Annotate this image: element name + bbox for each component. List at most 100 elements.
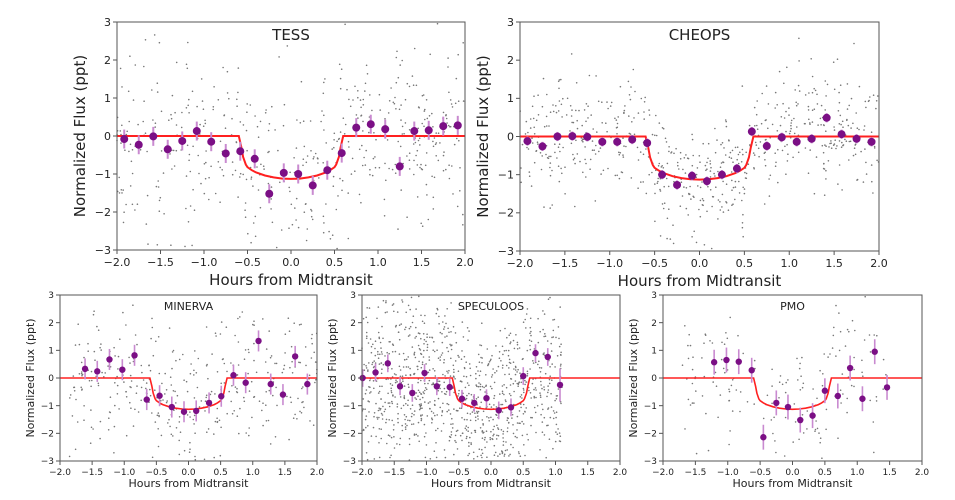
raw-data-point bbox=[606, 101, 608, 103]
raw-data-point bbox=[311, 333, 313, 336]
raw-data-point bbox=[205, 365, 208, 367]
x-tick-label: 1.0 bbox=[369, 256, 387, 269]
raw-data-point bbox=[379, 341, 382, 344]
raw-data-point bbox=[468, 384, 470, 387]
raw-data-point bbox=[189, 411, 191, 413]
raw-data-point bbox=[701, 198, 704, 200]
raw-data-point bbox=[187, 104, 189, 107]
raw-data-point bbox=[454, 102, 457, 105]
raw-data-point bbox=[441, 341, 444, 344]
raw-data-point bbox=[731, 204, 733, 206]
raw-data-point bbox=[265, 391, 268, 393]
raw-data-point bbox=[421, 396, 424, 399]
raw-data-point bbox=[734, 186, 737, 188]
binned-data-point bbox=[453, 121, 462, 130]
raw-data-point bbox=[552, 329, 555, 332]
raw-data-point bbox=[812, 388, 814, 390]
raw-data-point bbox=[778, 381, 781, 384]
raw-data-point bbox=[497, 427, 499, 429]
raw-data-point bbox=[531, 416, 533, 419]
x-tick-label: −2.0 bbox=[104, 256, 131, 269]
raw-data-point bbox=[525, 327, 527, 329]
raw-data-point bbox=[623, 111, 625, 114]
raw-data-point bbox=[121, 124, 123, 127]
raw-data-point bbox=[437, 159, 440, 162]
binned-data-point bbox=[583, 132, 592, 141]
raw-data-point bbox=[502, 437, 504, 439]
raw-data-point bbox=[122, 189, 124, 191]
raw-data-point bbox=[214, 393, 216, 395]
raw-data-point bbox=[535, 396, 537, 399]
raw-data-point bbox=[516, 341, 519, 344]
raw-data-point bbox=[173, 409, 175, 412]
raw-data-point bbox=[790, 124, 792, 127]
transit-model-line bbox=[362, 377, 620, 411]
raw-data-point bbox=[872, 192, 874, 194]
raw-data-point bbox=[458, 139, 460, 142]
raw-data-point bbox=[485, 385, 487, 388]
raw-data-point bbox=[401, 375, 404, 378]
raw-data-point bbox=[833, 143, 836, 145]
raw-data-point bbox=[168, 327, 171, 329]
raw-data-point bbox=[219, 201, 221, 203]
raw-data-point bbox=[432, 196, 435, 199]
raw-data-point bbox=[763, 203, 766, 205]
raw-data-point bbox=[532, 117, 535, 120]
raw-data-point bbox=[511, 413, 514, 416]
raw-data-point bbox=[424, 108, 426, 111]
raw-data-point bbox=[558, 100, 561, 102]
raw-data-point bbox=[73, 390, 76, 392]
raw-data-point bbox=[520, 406, 522, 409]
raw-data-point bbox=[846, 328, 849, 331]
raw-data-point bbox=[208, 176, 210, 179]
raw-data-point bbox=[422, 391, 425, 393]
raw-data-point bbox=[364, 408, 366, 411]
raw-data-point bbox=[714, 127, 716, 130]
raw-data-point bbox=[728, 443, 730, 446]
raw-data-point bbox=[293, 322, 296, 325]
raw-data-point bbox=[403, 132, 405, 135]
raw-data-point bbox=[204, 177, 207, 180]
raw-data-point bbox=[401, 424, 404, 427]
raw-data-point bbox=[397, 412, 399, 415]
raw-data-point bbox=[183, 449, 186, 452]
raw-data-point bbox=[783, 455, 786, 457]
raw-data-point bbox=[101, 371, 103, 374]
raw-data-point bbox=[391, 168, 394, 171]
raw-data-point bbox=[219, 454, 222, 457]
raw-data-point bbox=[441, 391, 443, 393]
raw-data-point bbox=[699, 215, 702, 218]
raw-data-point bbox=[424, 164, 427, 167]
raw-data-point bbox=[851, 319, 854, 322]
raw-data-point bbox=[395, 81, 398, 84]
raw-data-point bbox=[556, 157, 558, 159]
raw-data-point bbox=[677, 164, 679, 167]
raw-data-point bbox=[123, 211, 125, 213]
raw-data-point bbox=[838, 101, 841, 104]
raw-data-point bbox=[337, 195, 339, 197]
raw-data-point bbox=[693, 402, 695, 404]
raw-data-point bbox=[174, 390, 176, 393]
raw-data-point bbox=[123, 381, 125, 383]
raw-data-point bbox=[529, 118, 532, 120]
raw-data-point bbox=[122, 221, 125, 224]
raw-data-point bbox=[840, 146, 843, 148]
raw-data-point bbox=[328, 230, 330, 233]
raw-data-point bbox=[506, 427, 509, 429]
raw-data-point bbox=[81, 389, 83, 391]
raw-data-point bbox=[394, 381, 397, 384]
raw-data-point bbox=[130, 386, 132, 389]
raw-data-point bbox=[303, 406, 305, 409]
raw-data-point bbox=[524, 133, 527, 135]
raw-data-point bbox=[769, 174, 772, 177]
raw-data-point bbox=[518, 410, 521, 412]
x-tick-label: 1.5 bbox=[278, 468, 292, 478]
raw-data-point bbox=[530, 340, 533, 343]
raw-data-point bbox=[522, 387, 525, 390]
raw-data-point bbox=[473, 458, 475, 460]
raw-data-point bbox=[467, 426, 470, 429]
raw-data-point bbox=[875, 107, 877, 110]
raw-data-point bbox=[746, 401, 749, 403]
raw-data-point bbox=[722, 211, 725, 213]
raw-data-point bbox=[402, 366, 405, 368]
